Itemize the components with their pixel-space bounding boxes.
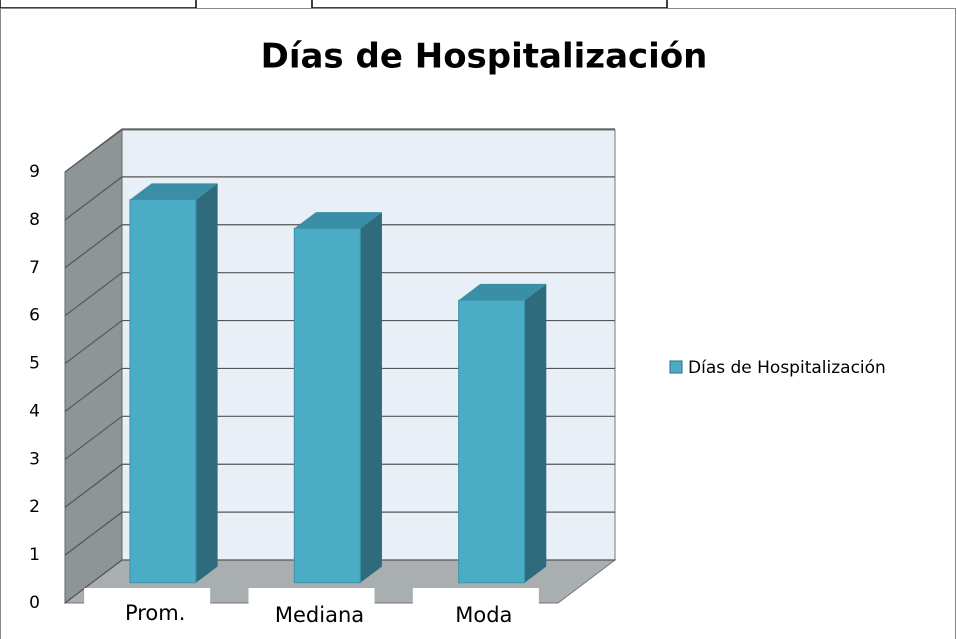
grid-line <box>64 463 615 508</box>
y-tick-label: 9 <box>29 162 40 182</box>
bar <box>129 183 218 584</box>
y-tick-label: 7 <box>29 258 40 278</box>
x-tick-label: Moda <box>455 603 512 627</box>
x-tick-label: Mediana <box>275 603 364 627</box>
category-label-box <box>84 588 211 638</box>
bar-front <box>129 199 197 584</box>
legend-label: Días de Hospitalización <box>688 358 886 378</box>
category-label-box <box>412 588 539 638</box>
grid-line <box>64 415 615 460</box>
y-tick-label: 0 <box>29 593 40 613</box>
y-tick-label: 3 <box>29 449 40 469</box>
bar-front <box>293 227 361 584</box>
y-tick-label: 8 <box>29 210 40 230</box>
bar-top <box>129 183 218 200</box>
labels: 0 1 2 3 4 5 6 7 8 9 Prom. Mediana Moda <box>29 162 539 638</box>
bar <box>293 212 382 584</box>
legend-swatch <box>669 360 683 374</box>
bar-side <box>524 283 547 583</box>
bars <box>129 183 547 584</box>
input-box <box>0 0 197 9</box>
grid <box>64 128 615 604</box>
y-tick-label: 4 <box>29 401 40 421</box>
y-tick-label: 2 <box>29 497 40 517</box>
y-tick-label: 5 <box>29 354 40 374</box>
bar <box>458 283 547 584</box>
y-tick-label: 1 <box>29 545 40 565</box>
bar-side <box>195 183 218 583</box>
grid-line <box>64 128 615 173</box>
grid-line <box>64 224 615 269</box>
grid-line <box>64 176 615 221</box>
grid-line <box>64 511 615 556</box>
y-tick-label: 6 <box>29 306 40 326</box>
x-tick-label: Prom. <box>125 601 185 625</box>
input-box <box>311 0 668 9</box>
bar-top <box>294 212 382 229</box>
grid-line <box>64 559 615 604</box>
grid-line <box>64 272 615 317</box>
side-wall <box>64 129 123 605</box>
category-label-box <box>248 588 375 638</box>
bar-front <box>458 299 526 584</box>
chart-title: Días de Hospitalización <box>261 37 708 77</box>
grid-line <box>64 319 615 365</box>
bar-top <box>458 283 547 301</box>
bar-side <box>360 212 382 583</box>
grid-line <box>64 367 615 412</box>
